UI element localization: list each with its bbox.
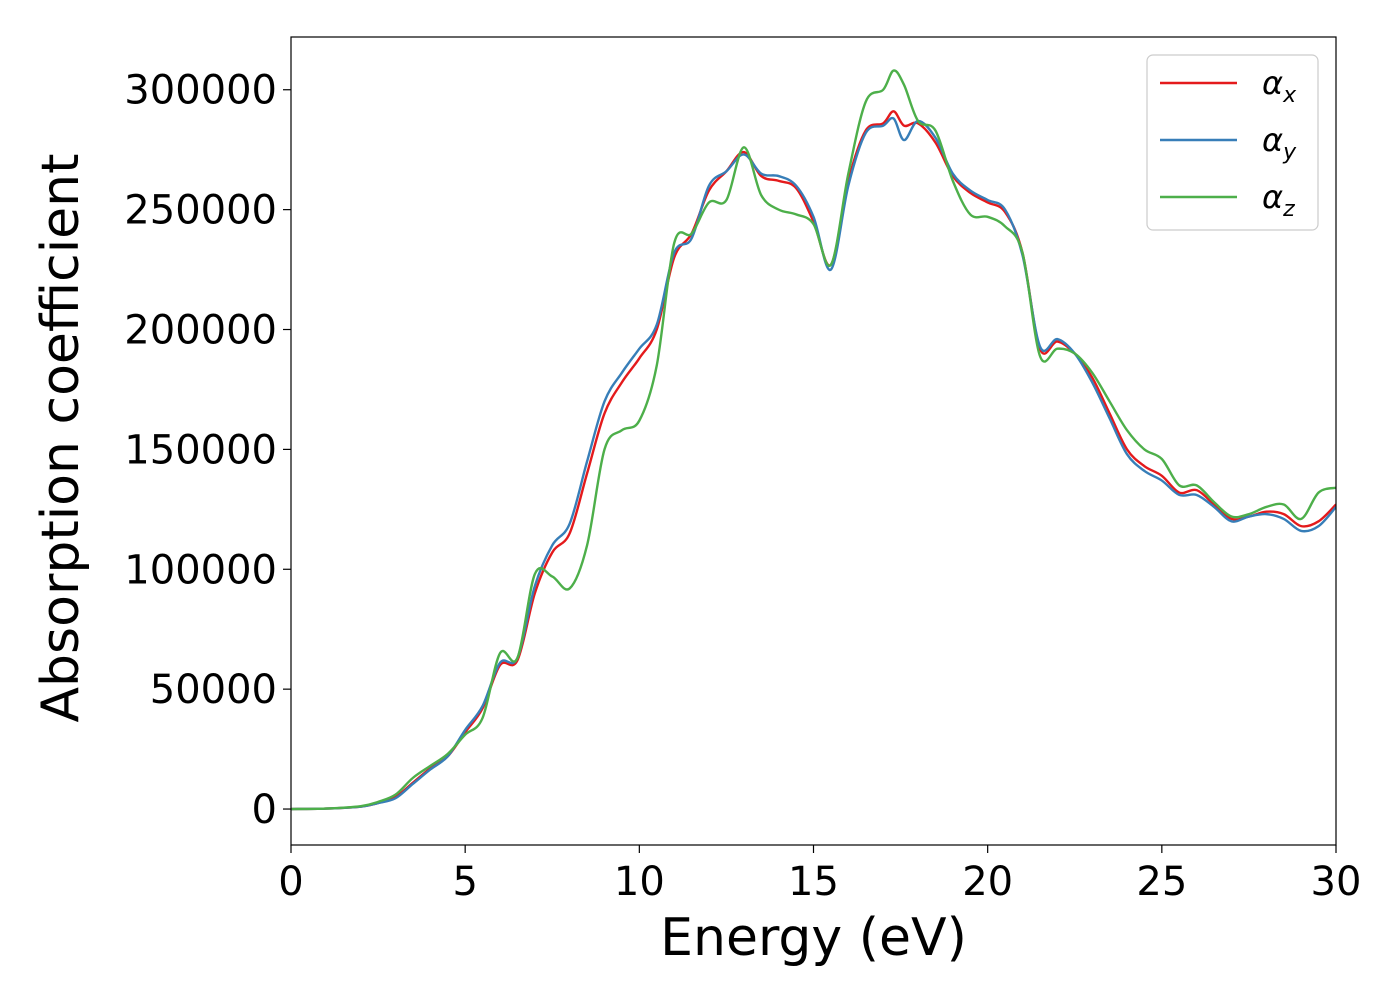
series-line-z [291, 69, 1336, 811]
legend-label: αx [1262, 64, 1297, 108]
y-tick-label: 100000 [124, 547, 277, 593]
legend-label: αz [1262, 178, 1295, 222]
legend-label-base: α [1262, 178, 1283, 216]
y-tick-label: 300000 [124, 68, 277, 114]
x-axis-title: Energy (eV) [660, 908, 967, 968]
y-tick-label: 0 [252, 787, 277, 833]
legend-label-base: α [1262, 64, 1283, 102]
y-tick-label: 50000 [150, 667, 277, 713]
legend-label-base: α [1262, 121, 1283, 159]
y-tick-label: 200000 [124, 308, 277, 354]
x-tick-label: 10 [614, 859, 665, 905]
x-tick-label: 5 [452, 859, 477, 905]
y-tick-label: 250000 [124, 188, 277, 234]
x-tick-label: 20 [962, 859, 1013, 905]
series-line-y [291, 116, 1336, 811]
x-tick-label: 0 [278, 859, 303, 905]
x-tick-label: 25 [1136, 859, 1187, 905]
y-tick-label: 150000 [124, 427, 277, 473]
legend-label-sub: z [1282, 197, 1295, 222]
x-tick-label: 30 [1311, 859, 1362, 905]
series-layer [291, 69, 1336, 811]
y-axis: 0 50000 100000 150000 200000 250000 300000 [124, 68, 291, 833]
legend-label-sub: y [1282, 140, 1297, 165]
x-tick-label: 15 [788, 859, 839, 905]
legend-box [1146, 54, 1319, 231]
legend-label: αy [1262, 121, 1297, 165]
legend-label-sub: x [1282, 83, 1297, 108]
y-axis-title: Absorption coefficient [31, 153, 91, 722]
x-axis: 0 5 10 15 20 25 30 [278, 845, 1361, 905]
